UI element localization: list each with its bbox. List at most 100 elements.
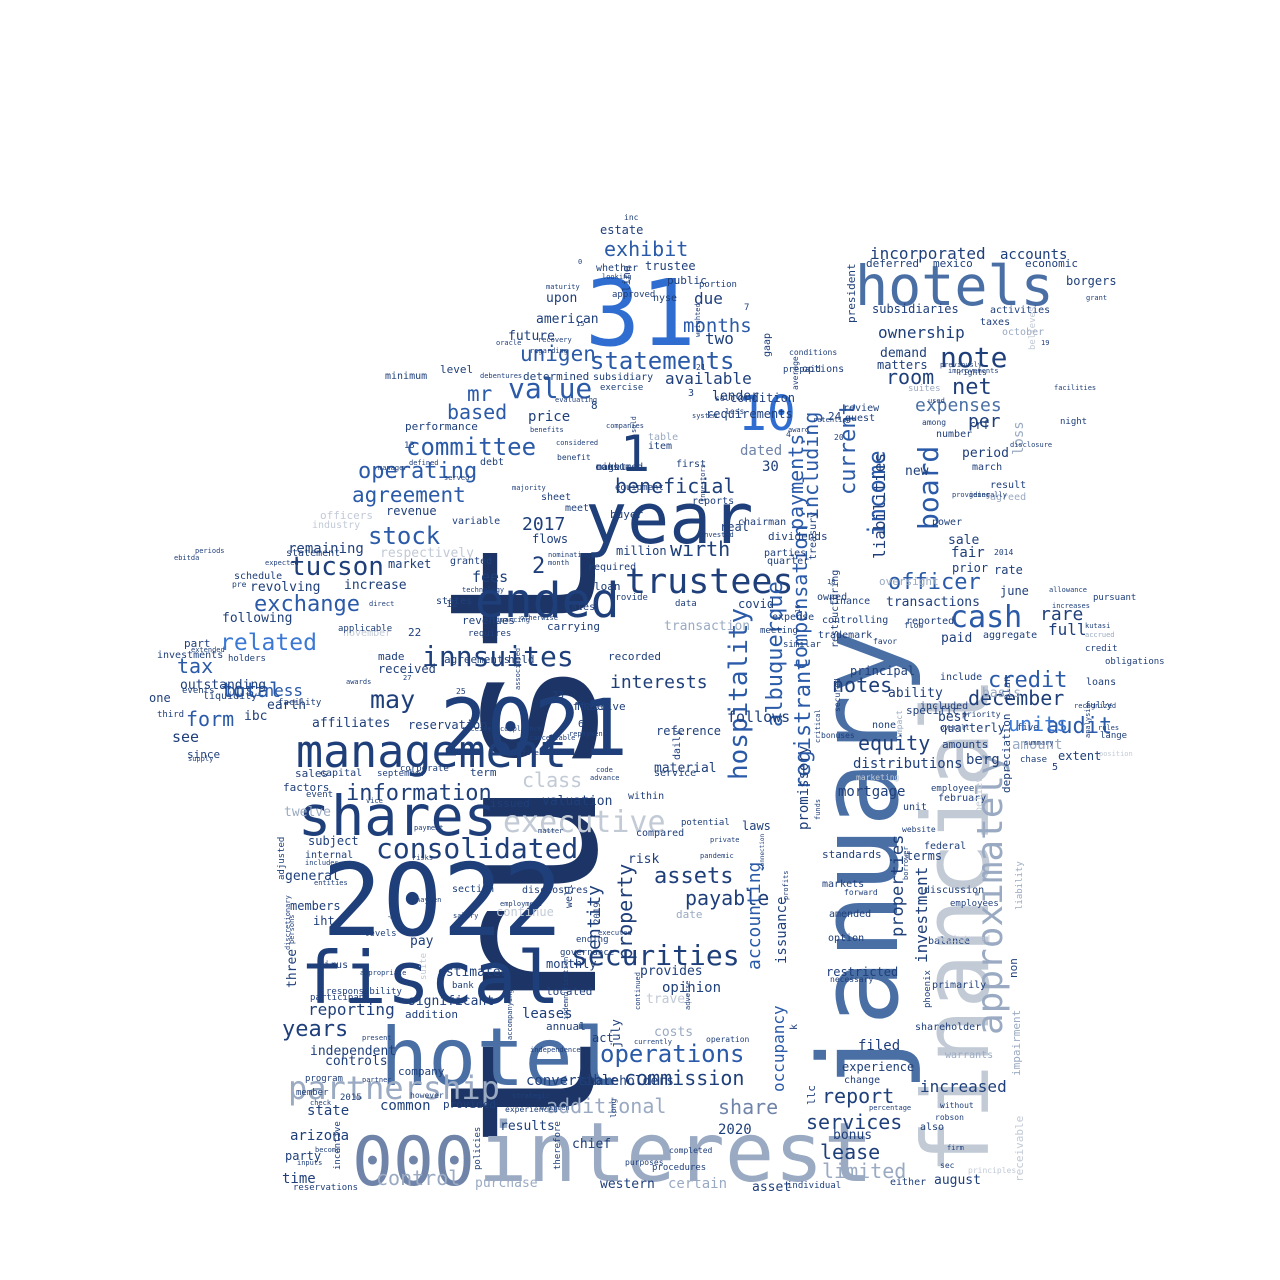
word-bank: bank <box>452 981 474 991</box>
word-subsidiaries: subsidiaries <box>872 302 959 316</box>
word-income: income <box>863 450 891 537</box>
word-shares: shares <box>298 784 497 848</box>
word-period: period <box>962 446 1009 461</box>
word-investors: investors <box>699 464 707 502</box>
word-meeting: meeting <box>760 626 798 636</box>
word-monthly: monthly <box>546 957 597 971</box>
word-committee: committee <box>406 433 536 461</box>
word-direct: direct <box>369 600 394 608</box>
word-per: per <box>968 411 1001 432</box>
word-change: change <box>844 1075 880 1086</box>
word-ebitda: ebitda <box>174 554 199 562</box>
word-revenue: revenue <box>386 504 437 518</box>
word-retention: retention <box>813 416 851 424</box>
word-employee: employee <box>931 784 974 794</box>
word-interest: interest <box>478 1106 873 1201</box>
word-one: one <box>149 691 171 705</box>
word-secured: secured <box>833 678 842 712</box>
word-tax: tax <box>177 654 213 678</box>
word-exhibit: exhibit <box>604 237 688 261</box>
word-granted: granted <box>450 556 492 567</box>
word-bonus: bonus <box>833 1128 872 1143</box>
word-individual: individual <box>787 1181 841 1191</box>
word-share: share <box>718 1095 778 1119</box>
word-matter: matter <box>538 827 563 835</box>
word-19: 19 <box>1041 339 1049 347</box>
word-reporting: reporting <box>308 1000 395 1019</box>
word-31: 31 <box>585 260 696 367</box>
word-future: future <box>508 329 555 344</box>
word-new: new <box>905 464 929 479</box>
word-forward: forward <box>844 888 878 897</box>
word-borrower: borrower <box>902 846 910 880</box>
word-data: data <box>675 599 697 609</box>
word-16: 16 <box>794 605 802 613</box>
word-supply: supply <box>188 755 213 763</box>
word-ability: ability <box>888 686 943 701</box>
word-oversight: oversight <box>879 575 939 588</box>
word-respectively: respectively <box>380 546 474 561</box>
word-2020: 2020 <box>718 1122 752 1138</box>
word-rights: rights <box>958 368 987 377</box>
word-approved: approved <box>612 290 655 300</box>
word-sale: sale <box>948 533 979 548</box>
word-previously: previously <box>940 361 982 369</box>
word-follows: follows <box>727 708 790 726</box>
word-adverse: adverse <box>684 980 692 1010</box>
word-2014: 2014 <box>994 548 1013 557</box>
word-among: among <box>922 418 946 427</box>
word-risk: risk <box>628 852 659 867</box>
word-restructuring: restructuring <box>830 570 841 648</box>
word-specific: specific <box>906 704 959 717</box>
word-priority: priority <box>962 710 1001 719</box>
word-officer: officer <box>888 570 981 595</box>
word-incentive: incentive <box>333 1121 343 1170</box>
word-facility: facility <box>278 698 322 708</box>
word-liquidity: liquidity <box>203 691 257 702</box>
word-code: code <box>596 766 613 774</box>
word-benefits: benefits <box>530 426 564 434</box>
word-asset: asset <box>752 1180 791 1195</box>
word-30: 30 <box>762 459 779 475</box>
word-financial: financial <box>903 677 1010 1176</box>
word-meet: meet <box>565 503 589 514</box>
word-bonuses: bonuses <box>821 731 855 740</box>
word-continue: continue <box>496 905 554 919</box>
word-believes: believes <box>1028 307 1038 350</box>
word-exercise: exercise <box>600 383 643 393</box>
word-2022: 2022 <box>322 842 563 959</box>
word-written: written <box>540 1104 570 1112</box>
word-parties: parties <box>764 548 806 559</box>
word-overall: overall <box>940 724 970 732</box>
word-23: 23 <box>552 690 564 701</box>
word-accounting: accounting <box>744 862 765 970</box>
word-based: based <box>447 400 507 424</box>
word-kutasi: kutasi <box>1085 622 1110 630</box>
word-aggregate: aggregate <box>983 630 1037 641</box>
word-mexico: mexico <box>933 257 973 270</box>
word-corporate: corporate <box>400 764 449 774</box>
word-expected: expected <box>265 559 299 567</box>
word-believe: believe <box>974 771 985 813</box>
word-dividends: dividends <box>768 530 828 543</box>
word-addition: addition <box>405 1008 458 1021</box>
word-unigen: unigen <box>520 342 596 366</box>
word-power: power <box>932 517 962 528</box>
word-demand: demand <box>880 346 927 361</box>
word-results: results <box>500 1119 555 1134</box>
word-evaluating: evaluating <box>555 396 597 404</box>
word-management: management <box>296 725 567 778</box>
word-22: 22 <box>408 626 421 639</box>
word-december: december <box>968 686 1064 710</box>
word-form: form <box>186 707 234 731</box>
word-21: 21 <box>696 363 706 372</box>
word-act: act <box>592 1031 614 1045</box>
word-year: year <box>585 478 754 560</box>
word-accounts: accounts <box>1000 247 1067 263</box>
word-operation: operation <box>706 1035 750 1044</box>
word-controlling: controlling <box>822 615 888 626</box>
word-governance: governance <box>560 948 614 958</box>
word-line: line <box>620 266 633 293</box>
word-opinion: opinion <box>662 980 721 996</box>
